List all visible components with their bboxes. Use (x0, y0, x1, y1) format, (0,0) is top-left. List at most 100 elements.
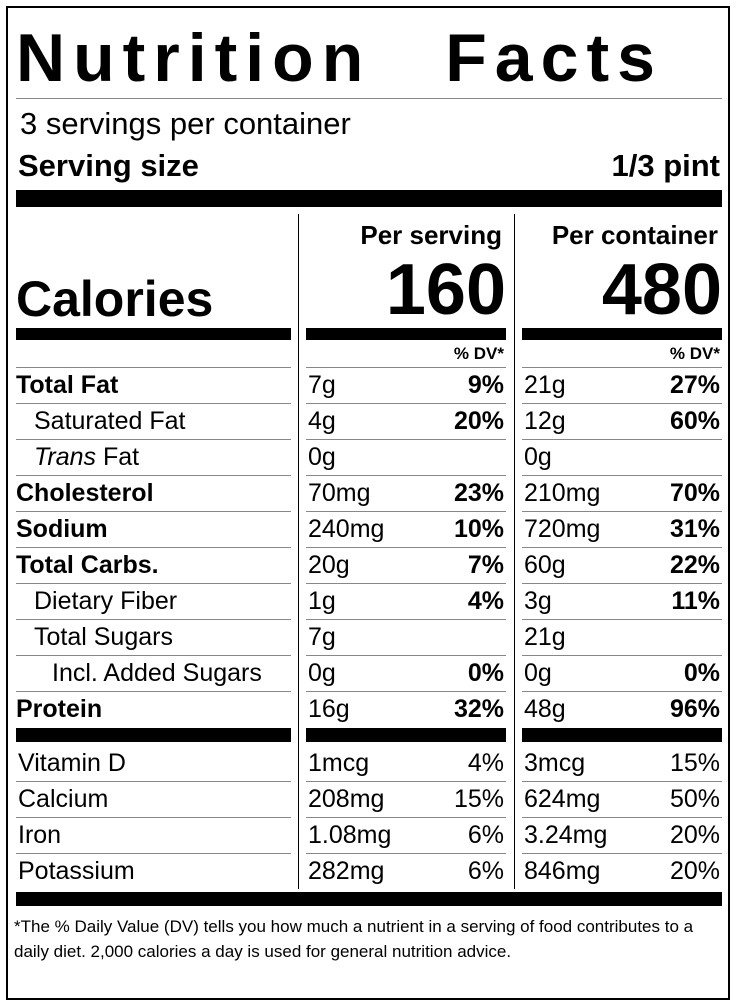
container-dv: 0% (683, 659, 720, 687)
calories-bar-serving (306, 328, 506, 340)
serving-dv: 10% (453, 515, 504, 543)
serving-dv: 23% (453, 479, 504, 507)
vitamin-serving-dv: 6% (467, 821, 504, 849)
column-divider-2 (514, 214, 515, 889)
per-container-header: Per container (551, 220, 718, 250)
serving-amount: 240mg (308, 515, 385, 543)
vitamin-divider-1 (306, 817, 506, 818)
calories-bar-label (16, 328, 291, 340)
row-divider-1 (306, 691, 506, 692)
row-divider-0 (16, 655, 291, 656)
row-divider-top-1 (306, 367, 506, 368)
vitamins-bar-container (522, 728, 722, 742)
vitamins-bar-serving (306, 728, 506, 742)
nutrition-facts-label: Nutrition Facts 3 servings per container … (6, 6, 730, 1000)
vitamin-container-amount: 3mcg (524, 749, 586, 777)
container-amount: 3g (524, 587, 552, 615)
row-divider-2 (522, 511, 722, 512)
vitamin-divider-1 (306, 853, 506, 854)
row-divider-1 (306, 619, 506, 620)
vitamin-container-amount: 846mg (524, 857, 601, 885)
nutrient-label: Sodium (16, 515, 108, 543)
nutrient-label: Saturated Fat (34, 407, 186, 435)
dv-header-container: % DV* (669, 344, 720, 363)
row-divider-2 (522, 403, 722, 404)
row-divider-top-2 (522, 367, 722, 368)
vitamin-container-dv: 20% (669, 857, 720, 885)
vitamin-container-amount: 624mg (524, 785, 601, 813)
row-divider-2 (522, 583, 722, 584)
container-dv: 27% (669, 371, 720, 399)
servings-per-container: 3 servings per container (20, 106, 351, 141)
vitamin-container-dv: 15% (669, 749, 720, 777)
nutrient-label: Cholesterol (16, 479, 154, 507)
row-divider-2 (522, 439, 722, 440)
serving-size-label: Serving size (18, 148, 199, 183)
title-divider (16, 98, 722, 99)
serving-amount: 70mg (308, 479, 371, 507)
column-divider-1 (298, 214, 299, 889)
vitamin-container-dv: 20% (669, 821, 720, 849)
row-divider-1 (306, 583, 506, 584)
vitamin-container-amount: 3.24mg (524, 821, 608, 849)
nutrient-label: Protein (16, 695, 103, 723)
vitamin-serving-amount: 1.08mg (308, 821, 392, 849)
container-dv: 60% (669, 407, 720, 435)
serving-dv: 0% (467, 659, 504, 687)
serving-size-value: 1/3 pint (611, 148, 720, 183)
row-divider-top-0 (16, 367, 291, 368)
row-divider-0 (16, 475, 291, 476)
row-divider-0 (16, 439, 291, 440)
row-divider-1 (306, 439, 506, 440)
calories-per-container: 480 (601, 250, 722, 330)
row-divider-0 (16, 691, 291, 692)
container-dv: 96% (669, 695, 720, 723)
container-amount: 48g (524, 695, 566, 723)
vitamins-bar-label (16, 728, 291, 742)
serving-dv: 9% (467, 371, 504, 399)
nutrient-label: Incl. Added Sugars (52, 659, 262, 687)
nutrient-label: Trans Fat (34, 443, 140, 471)
title-word-nutrition: Nutrition (16, 20, 372, 96)
row-divider-1 (306, 475, 506, 476)
container-amount: 21g (524, 623, 566, 651)
vitamin-label: Potassium (18, 857, 135, 885)
row-divider-1 (306, 655, 506, 656)
vitamin-label: Calcium (18, 785, 109, 813)
vitamin-label: Vitamin D (18, 749, 126, 777)
vitamin-divider-2 (522, 817, 722, 818)
serving-dv: 20% (453, 407, 504, 435)
vitamin-divider-0 (16, 781, 291, 782)
container-amount: 60g (524, 551, 566, 579)
row-divider-1 (306, 511, 506, 512)
serving-amount: 0g (308, 659, 336, 687)
vitamin-label: Iron (18, 821, 62, 849)
calories-label: Calories (16, 271, 214, 327)
vitamin-serving-amount: 208mg (308, 785, 385, 813)
container-amount: 12g (524, 407, 566, 435)
vitamin-divider-0 (16, 817, 291, 818)
dv-header-serving: % DV* (453, 344, 504, 363)
serving-amount: 7g (308, 623, 336, 651)
vitamin-serving-dv: 15% (453, 785, 504, 813)
vitamin-divider-2 (522, 781, 722, 782)
row-divider-2 (522, 547, 722, 548)
row-divider-2 (522, 655, 722, 656)
serving-amount: 7g (308, 371, 336, 399)
per-serving-header: Per serving (360, 220, 502, 250)
row-divider-0 (16, 583, 291, 584)
container-dv: 11% (671, 587, 720, 615)
container-amount: 720mg (524, 515, 601, 543)
vitamin-container-dv: 50% (669, 785, 720, 813)
serving-amount: 16g (308, 695, 350, 723)
nutrient-label: Total Sugars (34, 623, 173, 651)
vitamin-serving-dv: 6% (467, 857, 504, 885)
vitamin-divider-1 (306, 781, 506, 782)
row-divider-1 (306, 403, 506, 404)
serving-dv: 4% (467, 587, 504, 615)
nutrient-label: Total Fat (16, 371, 119, 399)
vitamin-divider-2 (522, 853, 722, 854)
container-dv: 31% (669, 515, 720, 543)
row-divider-2 (522, 691, 722, 692)
nutrient-label-prefix: Trans (34, 443, 103, 471)
